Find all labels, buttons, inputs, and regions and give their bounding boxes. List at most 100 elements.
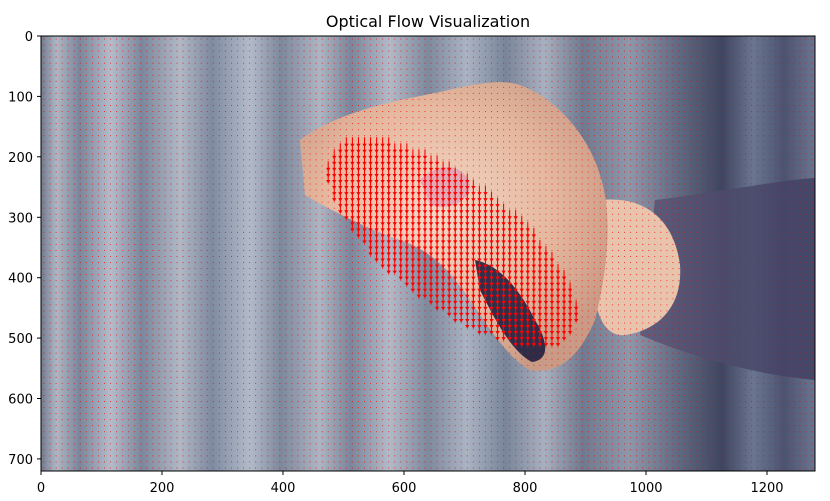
flow-point [466, 86, 468, 88]
flow-point [164, 86, 166, 88]
flow-point [811, 207, 813, 209]
flow-point [811, 237, 813, 239]
flow-point [624, 38, 626, 40]
flow-point [769, 243, 771, 245]
flow-point [61, 104, 63, 106]
flow-point [533, 80, 535, 82]
flow-point [237, 44, 239, 46]
flow-point [757, 68, 759, 70]
flow-point [666, 135, 668, 137]
flow-point [575, 135, 577, 137]
flow-point [345, 249, 347, 251]
flow-point [672, 104, 674, 106]
flow-point [140, 213, 142, 215]
flow-point [581, 38, 583, 40]
flow-point [454, 44, 456, 46]
flow-point [678, 74, 680, 76]
flow-point [200, 165, 202, 167]
flow-point [599, 237, 601, 239]
flow-point [666, 74, 668, 76]
flow-point [581, 201, 583, 203]
flow-point [642, 213, 644, 215]
flow-point [744, 123, 746, 125]
flow-point [563, 80, 565, 82]
flow-point [224, 183, 226, 185]
flow-point [200, 123, 202, 125]
flow-point [418, 74, 420, 76]
flow-point [636, 213, 638, 215]
flow-point [194, 98, 196, 100]
flow-point [140, 135, 142, 137]
flow-point [43, 80, 45, 82]
flow-point [611, 231, 613, 233]
flow-point [654, 219, 656, 221]
flow-point [194, 189, 196, 191]
flow-point [255, 183, 257, 185]
flow-point [738, 129, 740, 131]
flow-point [575, 243, 577, 245]
flow-point [472, 153, 474, 155]
flow-point [799, 243, 801, 245]
flow-point [97, 117, 99, 119]
flow-point [49, 195, 51, 197]
flow-point [146, 177, 148, 179]
flow-point [714, 38, 716, 40]
flow-point [91, 213, 93, 215]
flow-point [611, 153, 613, 155]
flow-point [424, 86, 426, 88]
flow-point [164, 159, 166, 161]
flow-point [85, 86, 87, 88]
flow-point [376, 44, 378, 46]
flow-point [648, 183, 650, 185]
flow-point [85, 62, 87, 64]
flow-point [793, 123, 795, 125]
flow-point [539, 123, 541, 125]
flow-point [382, 68, 384, 70]
flow-point [146, 195, 148, 197]
flow-point [509, 98, 511, 100]
flow-point [527, 141, 529, 143]
flow-point [696, 44, 698, 46]
flow-point [43, 225, 45, 227]
flow-point [720, 98, 722, 100]
flow-point [176, 123, 178, 125]
flow-point [128, 183, 130, 185]
flow-point [654, 38, 656, 40]
flow-point [140, 165, 142, 167]
flow-point [563, 147, 565, 149]
flow-point [85, 171, 87, 173]
flow-point [539, 56, 541, 58]
flow-point [370, 123, 372, 125]
flow-point [309, 123, 311, 125]
flow-point [291, 219, 293, 221]
flow-point [509, 68, 511, 70]
flow-point [478, 98, 480, 100]
flow-point [787, 104, 789, 106]
flow-point [551, 123, 553, 125]
flow-point [49, 225, 51, 227]
flow-point [763, 195, 765, 197]
flow-point [509, 165, 511, 167]
flow-point [170, 80, 172, 82]
flow-point [726, 98, 728, 100]
flow-point [116, 141, 118, 143]
flow-point [515, 171, 517, 173]
flow-point [237, 201, 239, 203]
flow-point [273, 195, 275, 197]
flow-point [539, 111, 541, 113]
flow-point [605, 189, 607, 191]
flow-point [315, 249, 317, 251]
flow-point [309, 177, 311, 179]
flow-point [128, 177, 130, 179]
flow-point [49, 249, 51, 251]
flow-point [757, 98, 759, 100]
flow-point [454, 159, 456, 161]
flow-point [55, 237, 57, 239]
flow-point [575, 225, 577, 227]
flow-point [67, 165, 69, 167]
flow-point [738, 111, 740, 113]
flow-point [158, 86, 160, 88]
flow-point [587, 213, 589, 215]
flow-point [775, 62, 777, 64]
flow-point [91, 86, 93, 88]
